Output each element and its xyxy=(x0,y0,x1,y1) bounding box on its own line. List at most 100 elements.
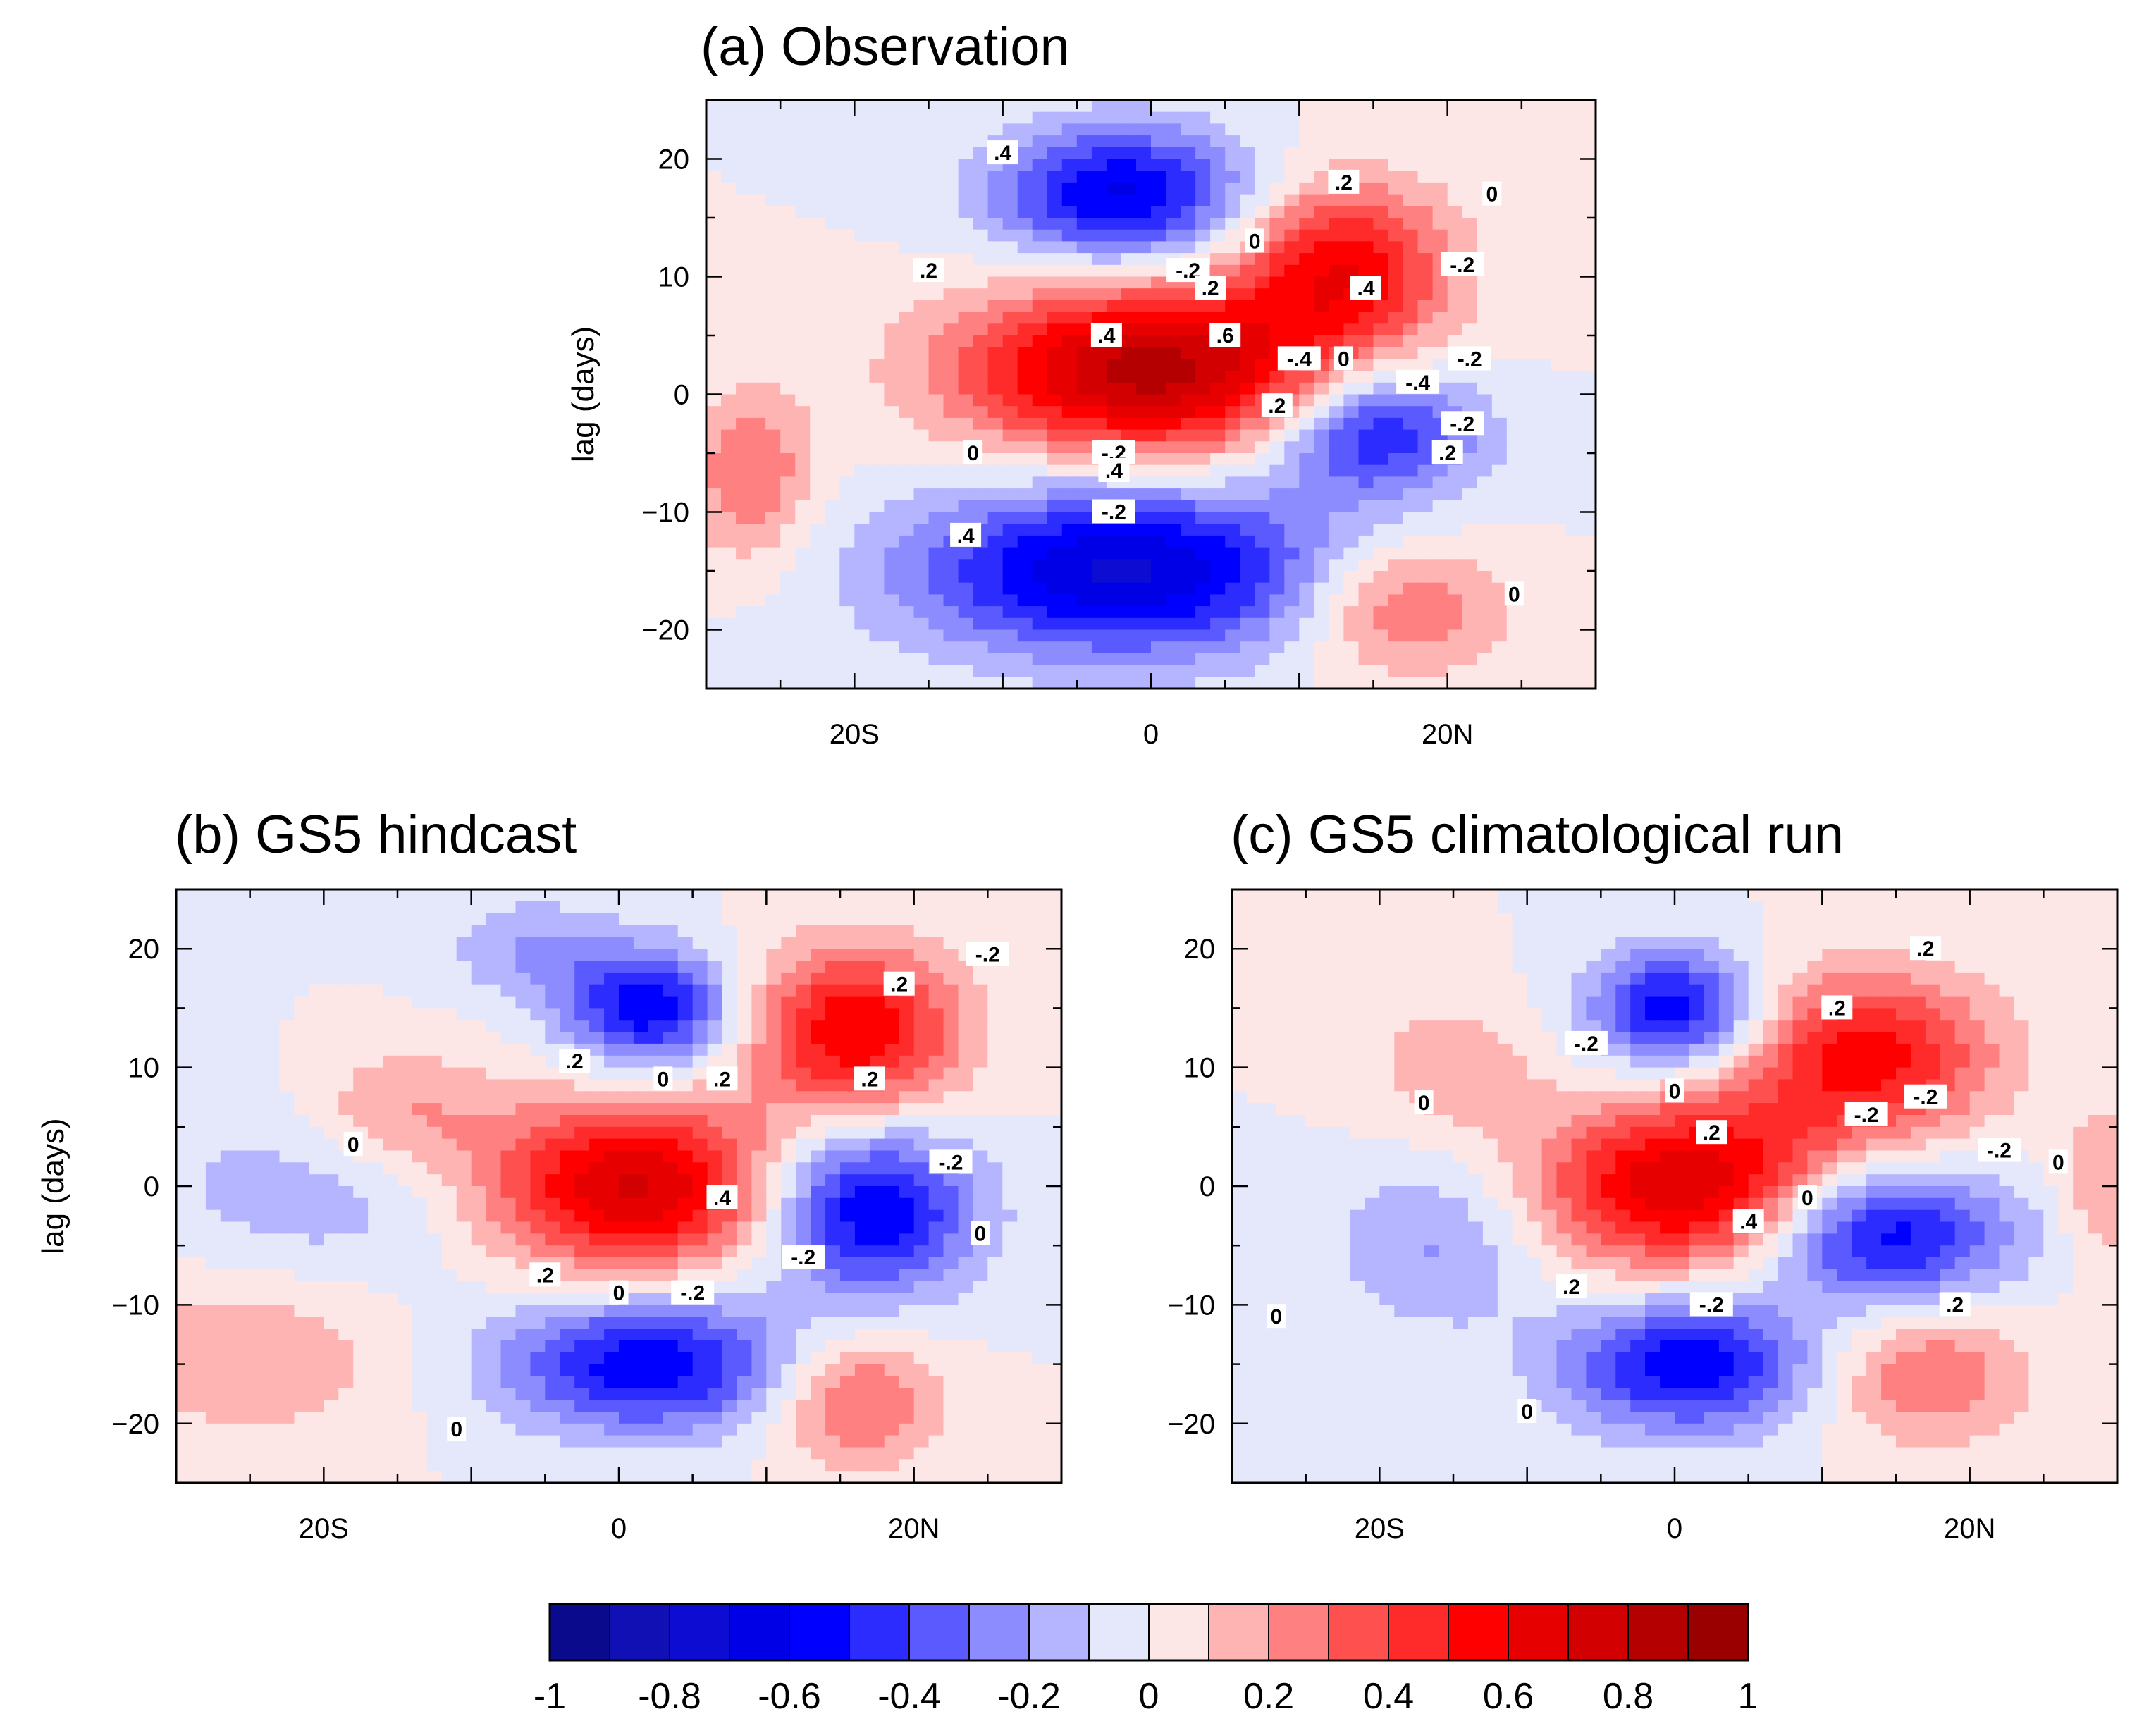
field-cell xyxy=(235,1197,251,1211)
field-cell xyxy=(987,1162,1003,1175)
field-cell xyxy=(324,925,339,938)
field-cell xyxy=(589,1067,605,1080)
field-cell xyxy=(441,1197,457,1211)
field-cell xyxy=(1565,665,1582,678)
field-cell xyxy=(1017,1221,1033,1235)
field-cell xyxy=(560,1197,575,1211)
field-cell xyxy=(884,925,900,938)
field-cell xyxy=(1447,241,1463,254)
contour-label-text: 0 xyxy=(1508,583,1520,606)
field-cell xyxy=(1151,194,1166,207)
field-cell xyxy=(1061,182,1078,195)
field-cell xyxy=(1403,147,1419,160)
field-cell xyxy=(486,889,502,902)
field-cell xyxy=(766,1245,782,1258)
contour-label-text: -.2 xyxy=(1450,412,1474,436)
field-cell xyxy=(294,1209,310,1223)
field-cell xyxy=(943,111,959,125)
field-cell xyxy=(707,1174,723,1187)
field-cell xyxy=(1373,194,1389,207)
field-cell xyxy=(648,972,664,985)
field-cell xyxy=(1432,464,1448,478)
field-cell xyxy=(781,1067,796,1080)
field-cell xyxy=(264,889,281,902)
field-cell xyxy=(1314,677,1330,689)
field-cell xyxy=(1076,288,1092,301)
field-cell xyxy=(426,1043,443,1056)
field-cell xyxy=(1002,594,1018,607)
field-cell xyxy=(810,559,825,572)
field-cell xyxy=(810,335,825,348)
field-cell xyxy=(1551,429,1567,443)
field-cell xyxy=(515,1091,531,1104)
field-cell xyxy=(1181,100,1196,113)
field-cell xyxy=(1136,629,1152,642)
field-cell xyxy=(235,972,251,985)
field-cell xyxy=(1477,394,1493,407)
field-cell xyxy=(250,1197,266,1211)
field-cell xyxy=(987,1197,1003,1211)
field-cell xyxy=(1166,229,1181,242)
field-cell xyxy=(205,949,221,961)
field-cell xyxy=(973,347,989,360)
field-cell xyxy=(795,417,811,431)
field-cell xyxy=(973,1197,989,1211)
field-cell xyxy=(471,937,487,949)
field-cell xyxy=(736,617,751,631)
field-cell xyxy=(854,559,870,572)
field-cell xyxy=(973,1091,989,1104)
field-cell xyxy=(1388,488,1404,501)
field-cell xyxy=(781,972,796,985)
field-cell xyxy=(869,535,885,548)
field-cell xyxy=(1076,253,1092,266)
field-cell xyxy=(190,1115,207,1128)
field-cell xyxy=(1491,123,1508,136)
field-cell xyxy=(928,1233,944,1246)
field-cell xyxy=(1581,429,1596,443)
field-cell xyxy=(515,937,531,949)
field-cell xyxy=(780,135,796,148)
field-cell xyxy=(1106,629,1122,642)
field-cell xyxy=(943,100,959,113)
field-cell xyxy=(736,264,751,278)
field-cell xyxy=(1314,406,1330,419)
field-cell xyxy=(736,559,751,572)
field-cell xyxy=(1151,264,1166,278)
field-cell xyxy=(1032,996,1047,1009)
field-cell xyxy=(928,606,944,619)
field-cell xyxy=(1225,171,1240,183)
field-cell xyxy=(1477,617,1493,631)
field-cell xyxy=(839,582,856,596)
field-cell xyxy=(1181,323,1196,336)
field-cell xyxy=(383,996,398,1009)
field-cell xyxy=(1417,288,1434,301)
field-cell xyxy=(1002,617,1018,631)
field-cell xyxy=(324,889,339,902)
field-cell xyxy=(1047,135,1063,148)
field-cell xyxy=(766,1020,782,1032)
field-cell xyxy=(309,972,325,985)
field-cell xyxy=(751,1138,768,1152)
field-cell xyxy=(1210,441,1226,454)
field-cell xyxy=(1002,1043,1018,1056)
field-cell xyxy=(840,972,856,985)
contour-label: -.2 xyxy=(1441,411,1484,436)
field-cell xyxy=(1136,441,1152,454)
field-cell xyxy=(589,1138,605,1152)
field-cell xyxy=(1358,547,1374,560)
field-cell xyxy=(279,1138,295,1152)
field-cell xyxy=(1432,606,1448,619)
field-cell xyxy=(899,582,915,596)
field-cell xyxy=(677,949,694,961)
field-cell xyxy=(839,206,856,218)
field-cell xyxy=(751,961,768,973)
field-cell xyxy=(1002,371,1018,383)
field-cell xyxy=(721,606,737,619)
field-cell xyxy=(1091,582,1107,596)
field-cell xyxy=(1373,147,1389,160)
field-cell xyxy=(706,194,722,207)
field-cell xyxy=(1477,382,1493,395)
field-cell xyxy=(1181,571,1196,584)
field-cell xyxy=(1536,500,1552,513)
field-cell xyxy=(1358,171,1374,183)
